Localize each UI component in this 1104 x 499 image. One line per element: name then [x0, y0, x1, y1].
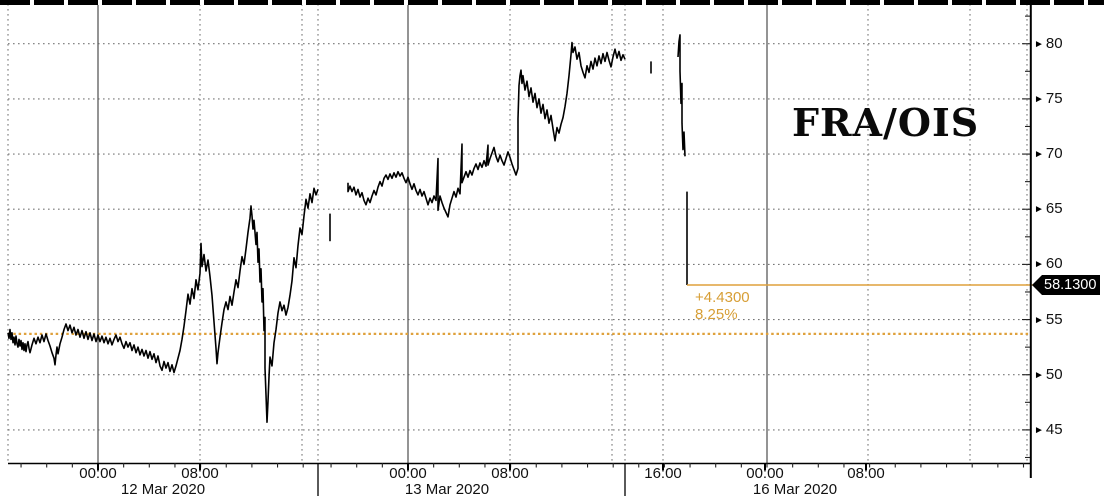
x-axis-hour-label: 08:00: [847, 465, 885, 482]
y-tick-arrow-icon: ►: [1034, 369, 1044, 381]
price-line-segment: [7, 187, 319, 424]
x-axis-hour-label: 00:00: [746, 465, 784, 482]
y-axis-tick-label: ► 60: [1034, 255, 1063, 275]
price-line-segment: [677, 34, 686, 157]
x-axis-hour-label: 16:00: [644, 465, 682, 482]
y-axis-tick-label: ► 65: [1034, 200, 1063, 220]
x-axis-date-label: 16 Mar 2020: [752, 481, 838, 498]
y-tick-arrow-icon: ►: [1034, 93, 1044, 105]
y-tick-arrow-icon: ►: [1034, 314, 1044, 326]
y-tick-arrow-icon: ►: [1034, 204, 1044, 216]
y-tick-value: 60: [1045, 255, 1063, 273]
y-tick-value: 50: [1045, 365, 1063, 383]
change-annotation: +4.4300: [695, 289, 750, 306]
y-axis-tick-label: ► 70: [1034, 145, 1063, 165]
chart-title: FRA/OIS: [792, 100, 980, 145]
x-axis-hour-label: 00:00: [79, 465, 117, 482]
last-price-badge: 58.1300: [1032, 275, 1101, 296]
y-axis-tick-label: ► 50: [1034, 366, 1063, 386]
price-line-segment: [347, 41, 626, 218]
y-tick-arrow-icon: ►: [1034, 424, 1044, 436]
y-tick-value: 75: [1045, 89, 1063, 107]
y-tick-arrow-icon: ►: [1034, 149, 1044, 161]
pct-change-annotation: 8.25%: [695, 306, 738, 323]
y-tick-arrow-icon: ►: [1034, 38, 1044, 50]
y-tick-value: 65: [1045, 200, 1063, 218]
y-tick-value: 45: [1045, 420, 1063, 438]
y-tick-value: 55: [1045, 310, 1063, 328]
x-axis-date-label: 12 Mar 2020: [120, 481, 206, 498]
x-axis-hour-label: 08:00: [181, 465, 219, 482]
x-axis-hour-label: 00:00: [389, 465, 427, 482]
y-axis-tick-label: ► 45: [1034, 421, 1063, 441]
chart-top-border: [0, 0, 1104, 5]
y-axis-tick-label: ► 80: [1034, 35, 1063, 55]
y-tick-value: 80: [1045, 34, 1063, 52]
x-axis-hour-label: 08:00: [491, 465, 529, 482]
x-axis-date-label: 13 Mar 2020: [404, 481, 490, 498]
y-tick-value: 70: [1045, 145, 1063, 163]
y-axis-tick-label: ► 75: [1034, 90, 1063, 110]
y-tick-arrow-icon: ►: [1034, 259, 1044, 271]
y-axis-tick-label: ► 55: [1034, 311, 1063, 331]
